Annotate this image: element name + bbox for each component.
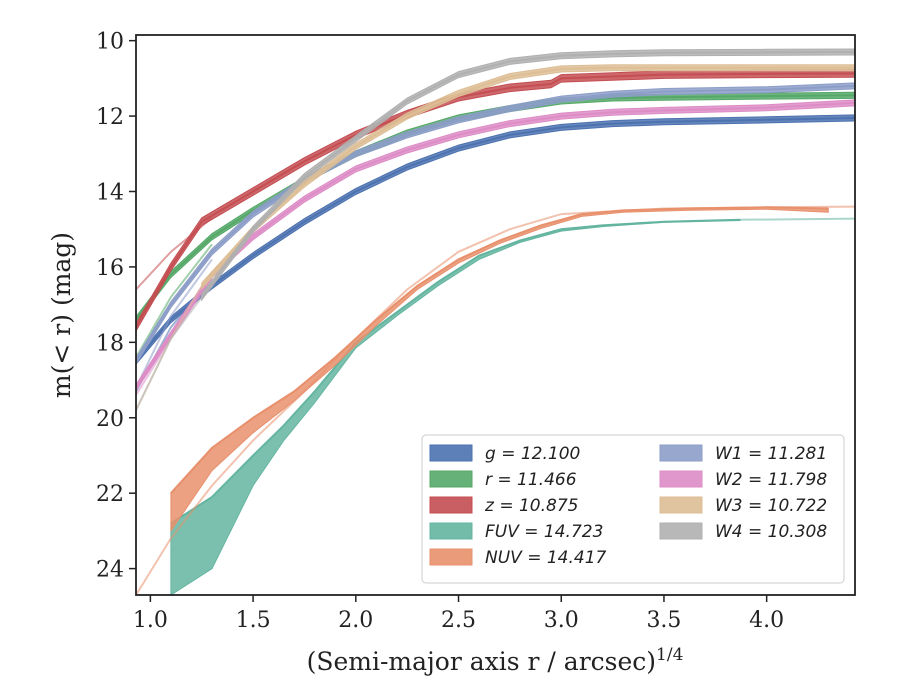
x-tick-label: 1.5 bbox=[236, 608, 271, 633]
series-w3-line bbox=[200, 66, 855, 287]
x-axis-title: (Semi-major axis r / arcsec)1/4 bbox=[307, 645, 684, 676]
legend-swatch-g bbox=[429, 444, 473, 462]
legend-label-fuv: FUV = 14.723 bbox=[485, 522, 603, 542]
x-tick-label: 3.0 bbox=[544, 608, 579, 633]
legend-label-w4: W4 = 10.308 bbox=[715, 522, 827, 542]
legend-swatch-w4 bbox=[659, 522, 703, 540]
legend-swatch-fuv bbox=[429, 522, 473, 540]
series-nuv bbox=[136, 205, 855, 595]
series-z bbox=[136, 69, 855, 332]
y-tick-label: 16 bbox=[96, 256, 124, 281]
y-tick-label: 22 bbox=[96, 482, 124, 507]
x-axis-title-superscript: 1/4 bbox=[656, 645, 683, 665]
legend-label-w3: W3 = 10.722 bbox=[715, 496, 827, 516]
x-axis: 1.0 1.5 2.0 2.5 3.0 3.5 4.0 bbox=[133, 595, 784, 633]
x-tick-label: 2.0 bbox=[338, 608, 373, 633]
series-fuv-extrapolation bbox=[739, 217, 855, 221]
x-tick-label: 3.5 bbox=[646, 608, 681, 633]
series-z-band bbox=[136, 69, 855, 332]
series-w4-band bbox=[201, 48, 855, 302]
x-tick-label: 4.0 bbox=[749, 608, 784, 633]
x-axis-title-main: (Semi-major axis r / arcsec) bbox=[307, 647, 656, 676]
legend-swatch-w3 bbox=[659, 496, 703, 514]
series-w3 bbox=[136, 64, 855, 411]
legend-swatch-r bbox=[429, 470, 473, 488]
y-tick-label: 12 bbox=[96, 105, 124, 130]
series-w4-extrapolation bbox=[136, 296, 203, 411]
legend-swatch-w2 bbox=[659, 470, 703, 488]
y-tick-label: 14 bbox=[96, 180, 124, 205]
series-w1-extrapolation bbox=[136, 258, 213, 389]
series-w4-line bbox=[200, 51, 855, 298]
legend-label-nuv: NUV = 14.417 bbox=[485, 548, 607, 568]
y-axis: 10 12 14 16 18 20 22 24 bbox=[96, 30, 136, 583]
series-w2-band bbox=[136, 99, 855, 392]
y-tick-label: 24 bbox=[96, 558, 124, 583]
series-w4 bbox=[136, 48, 855, 411]
legend-swatch-w1 bbox=[659, 444, 703, 462]
x-tick-label: 2.5 bbox=[441, 608, 476, 633]
y-axis-title: m(< r) (mag) bbox=[47, 232, 76, 398]
legend-label-r: r = 11.466 bbox=[485, 470, 577, 490]
series-g-band bbox=[136, 114, 855, 365]
y-tick-label: 18 bbox=[96, 331, 124, 356]
series-layer bbox=[136, 48, 855, 595]
series-r-extrapolation bbox=[136, 243, 213, 358]
series-z-extrapolation bbox=[136, 217, 213, 291]
legend-label-w1: W1 = 11.281 bbox=[715, 444, 827, 464]
plot-frame bbox=[135, 34, 856, 596]
series-g-line bbox=[136, 117, 855, 362]
series-fuv-line bbox=[170, 218, 741, 525]
series-w3-band bbox=[201, 64, 855, 291]
y-tick-label: 10 bbox=[96, 30, 124, 55]
series-z-line bbox=[136, 72, 855, 328]
legend-label-z: z = 10.875 bbox=[484, 496, 578, 516]
legend-label-g: g = 12.100 bbox=[485, 444, 580, 464]
legend-box bbox=[421, 434, 845, 584]
legend: g = 12.100 r = 11.466 z = 10.875 FUV = 14.7… bbox=[421, 434, 845, 584]
legend-swatch-nuv bbox=[429, 548, 473, 566]
x-tick-label: 1.0 bbox=[133, 608, 168, 633]
legend-label-w2: W2 = 11.798 bbox=[715, 470, 827, 490]
series-w1-line bbox=[136, 84, 855, 362]
series-nuv-line bbox=[170, 206, 829, 494]
legend-swatch-z bbox=[429, 496, 473, 514]
series-w2 bbox=[136, 99, 855, 396]
y-tick-label: 20 bbox=[96, 407, 124, 432]
